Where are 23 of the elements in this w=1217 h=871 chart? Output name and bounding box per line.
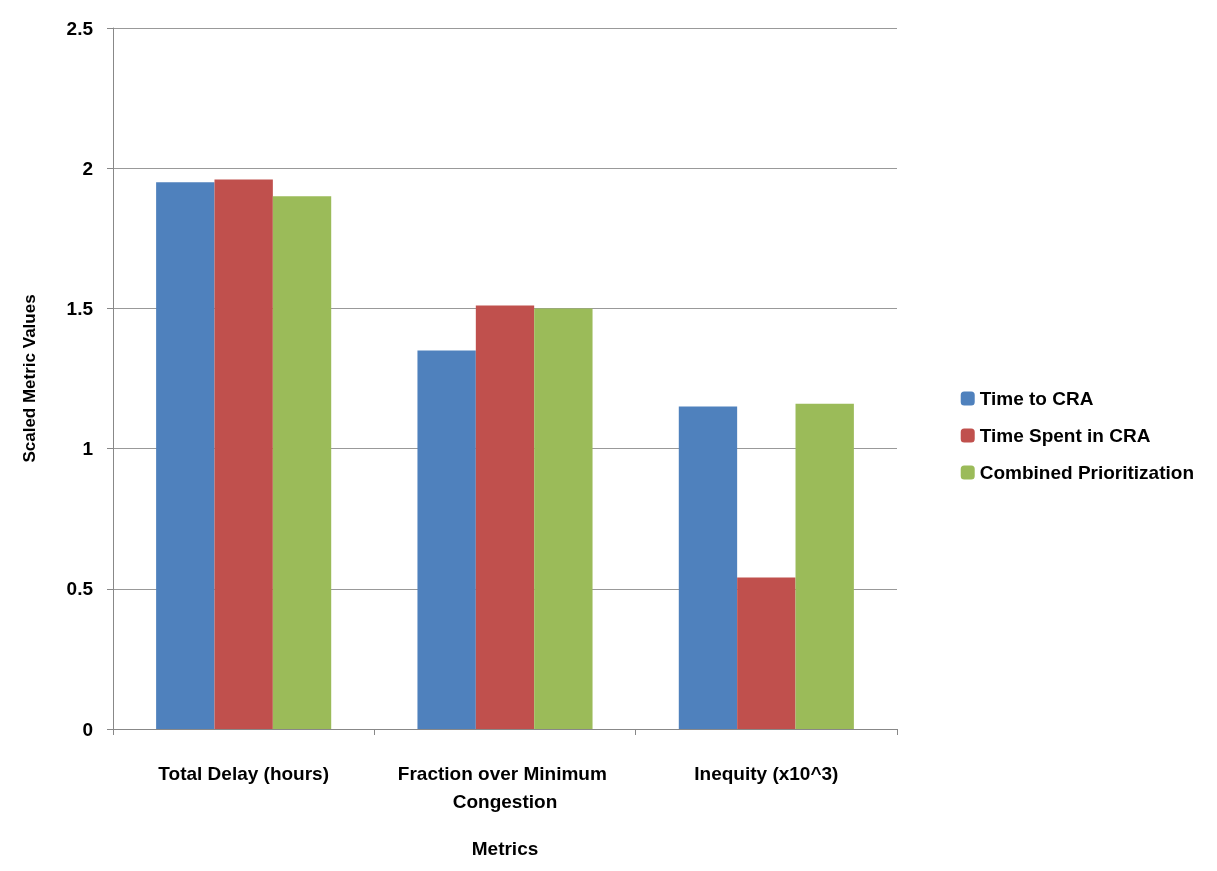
y-tick-label: 0	[82, 718, 93, 740]
y-tick-label: 2	[82, 157, 93, 179]
y-tick-label: 1.5	[66, 297, 94, 319]
y-axis-title: Scaled Metric Values	[20, 294, 39, 463]
bar	[534, 308, 593, 729]
bar	[795, 403, 854, 729]
y-tick-label: 2.5	[66, 17, 94, 39]
bar	[417, 350, 476, 729]
bar	[156, 182, 215, 729]
bar	[272, 196, 332, 729]
legend-label: Time to CRA	[979, 388, 1094, 409]
x-axis-title: Metrics	[471, 838, 539, 859]
bar	[737, 577, 796, 729]
bar	[678, 406, 738, 729]
x-tick-label: Total Delay (hours)	[158, 762, 329, 784]
bar	[214, 179, 273, 729]
legend-label: Combined Prioritization	[979, 462, 1194, 483]
y-tick-label: 0.5	[66, 578, 94, 600]
y-tick-label: 1	[82, 438, 94, 460]
legend-label: Time Spent in CRA	[979, 425, 1151, 446]
bar	[475, 305, 535, 729]
x-tick-label: Inequity (x10^3)	[694, 762, 839, 784]
x-tick-label: Fraction over Minimum Congestion	[397, 762, 613, 812]
